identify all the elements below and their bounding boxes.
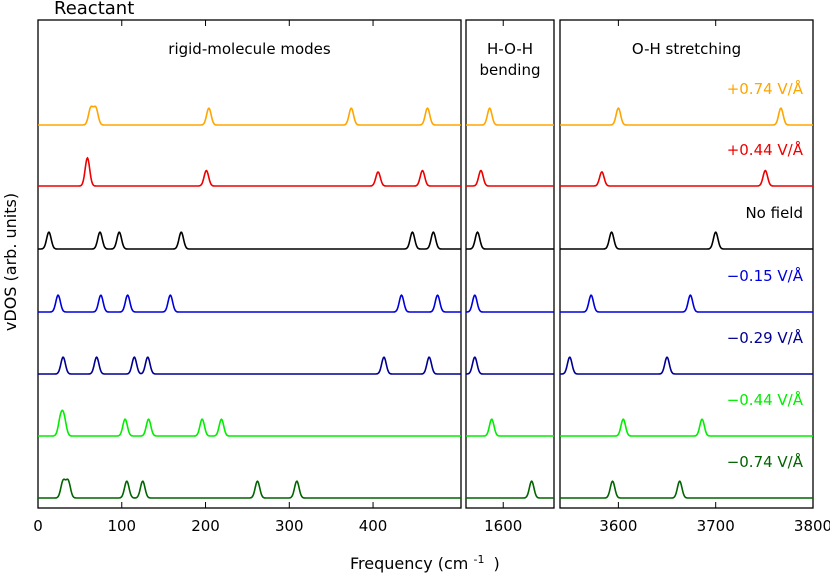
x-tick-label: 1600 <box>484 517 522 535</box>
x-tick-label: 200 <box>191 517 220 535</box>
panels-layer: 0 100 200 300 400 rigid-molecule modes 1600 H-O… <box>33 19 830 535</box>
trace-series-3-panel-2 <box>466 231 554 250</box>
trace-series-5-panel-3 <box>560 356 813 375</box>
trace-series-6-panel-1 <box>38 409 461 437</box>
panel-frame-1 <box>37 19 462 509</box>
x-tick-label: 3600 <box>599 517 637 535</box>
series-labels-layer: +0.74 V/Å +0.44 V/Å No field −0.15 V/Å −0.29… <box>727 79 804 471</box>
panel-frame-3 <box>559 19 814 509</box>
panel-label-3: O-H stretching <box>632 40 741 58</box>
x-tick-label: 300 <box>275 517 304 535</box>
trace-series-3-panel-1 <box>38 231 461 250</box>
y-axis-label: vDOS (arb. units) <box>1 193 20 331</box>
panel-frame-2 <box>465 19 555 509</box>
trace-series-7-panel-1 <box>38 478 461 499</box>
x-axis-label-close: ) <box>494 554 500 573</box>
x-tick-label: 0 <box>33 517 43 535</box>
trace-series-5-panel-1 <box>38 356 461 375</box>
x-axis-label: Frequency (cm -1 ) <box>350 548 500 573</box>
x-axis-label-sup: -1 <box>473 553 484 566</box>
trace-series-1-panel-1 <box>38 105 461 126</box>
trace-series-3-panel-3 <box>560 231 813 250</box>
series-label-4: −0.15 V/Å <box>727 266 804 285</box>
panel-label-2-line: H-O-H <box>487 40 533 58</box>
trace-series-7-panel-2 <box>466 480 554 499</box>
trace-series-4-panel-1 <box>38 294 461 313</box>
chart-title: Reactant <box>54 0 134 19</box>
trace-series-4-panel-2 <box>466 294 554 313</box>
trace-series-2-panel-2 <box>466 169 554 187</box>
trace-series-7-panel-3 <box>560 480 813 499</box>
traces-layer <box>38 105 813 499</box>
series-label-5: −0.29 V/Å <box>727 328 804 347</box>
x-axis-label-main: Frequency (cm <box>350 554 468 573</box>
trace-series-2-panel-1 <box>38 156 461 187</box>
series-label-1: +0.74 V/Å <box>727 79 804 98</box>
series-label-3: No field <box>745 204 803 222</box>
trace-series-1-panel-2 <box>466 107 554 126</box>
trace-series-5-panel-2 <box>466 356 554 375</box>
trace-series-2-panel-3 <box>560 169 813 187</box>
series-label-6: −0.44 V/Å <box>727 390 804 409</box>
panel-label-2-line: bending <box>480 61 541 79</box>
trace-series-6-panel-2 <box>466 418 554 437</box>
trace-series-4-panel-3 <box>560 294 813 313</box>
x-tick-label: 400 <box>359 517 388 535</box>
x-tick-label: 100 <box>107 517 136 535</box>
series-label-2: +0.44 V/Å <box>727 140 804 159</box>
series-label-7: −0.74 V/Å <box>727 452 804 471</box>
panel-label-1: rigid-molecule modes <box>168 40 331 58</box>
x-tick-label: 3800 <box>794 517 830 535</box>
trace-series-6-panel-3 <box>560 418 813 437</box>
trace-series-1-panel-3 <box>560 107 813 126</box>
x-tick-label: 3700 <box>697 517 735 535</box>
